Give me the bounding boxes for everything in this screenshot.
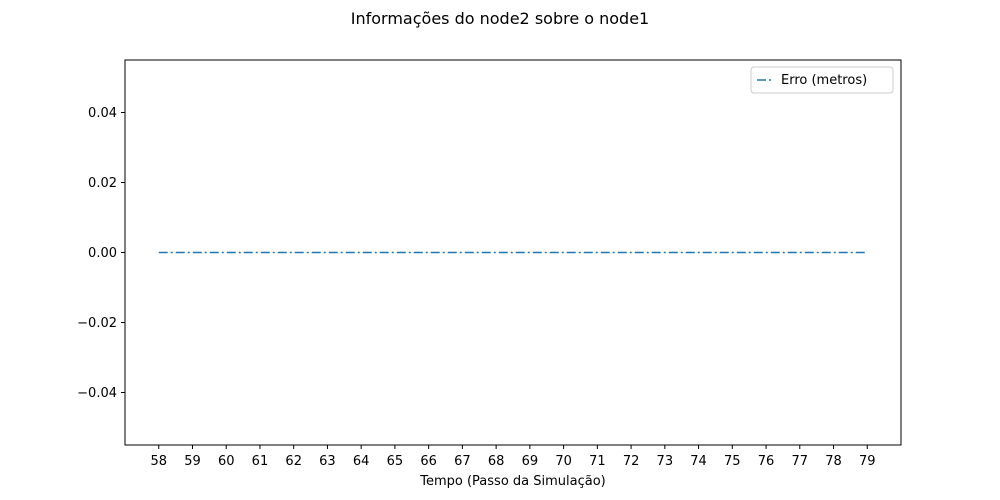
x-tick-label: 60 bbox=[218, 454, 235, 469]
y-tick-label: 0.02 bbox=[88, 176, 117, 191]
chart-title: Informações do node2 sobre o node1 bbox=[351, 9, 649, 28]
legend-label-erro: Erro (metros) bbox=[781, 73, 867, 88]
x-tick-label: 59 bbox=[184, 454, 201, 469]
x-tick-label: 71 bbox=[589, 454, 606, 469]
y-tick-label: 0.04 bbox=[88, 106, 117, 121]
x-tick-label: 76 bbox=[758, 454, 775, 469]
x-tick-label: 58 bbox=[150, 454, 167, 469]
x-tick-label: 63 bbox=[319, 454, 336, 469]
legend: Erro (metros) bbox=[750, 66, 894, 94]
x-tick-label: 66 bbox=[420, 454, 437, 469]
y-tick-label: −0.04 bbox=[77, 386, 117, 401]
x-tick-label: 72 bbox=[623, 454, 640, 469]
x-tick-label: 69 bbox=[522, 454, 539, 469]
x-axis-ticks: 58 59 60 61 62 63 64 65 66 67 68 69 70 71 72 73 74 75 76 77… bbox=[150, 445, 876, 469]
x-tick-label: 67 bbox=[454, 454, 471, 469]
x-tick-label: 73 bbox=[657, 454, 674, 469]
x-tick-label: 78 bbox=[825, 454, 842, 469]
y-tick-label: −0.02 bbox=[77, 316, 117, 331]
x-tick-label: 65 bbox=[387, 454, 404, 469]
legend-box bbox=[750, 66, 894, 94]
x-tick-label: 79 bbox=[859, 454, 876, 469]
x-tick-label: 74 bbox=[690, 454, 707, 469]
x-tick-label: 64 bbox=[353, 454, 370, 469]
x-tick-label: 77 bbox=[792, 454, 809, 469]
x-tick-label: 75 bbox=[724, 454, 741, 469]
x-tick-label: 62 bbox=[285, 454, 302, 469]
x-tick-label: 68 bbox=[488, 454, 505, 469]
y-axis-ticks: −0.04 −0.02 0.00 0.02 0.04 bbox=[77, 106, 125, 401]
y-tick-label: 0.00 bbox=[88, 246, 117, 261]
x-tick-label: 70 bbox=[555, 454, 572, 469]
x-tick-label: 61 bbox=[252, 454, 269, 469]
x-axis-label: Tempo (Passo da Simulação) bbox=[419, 474, 606, 489]
